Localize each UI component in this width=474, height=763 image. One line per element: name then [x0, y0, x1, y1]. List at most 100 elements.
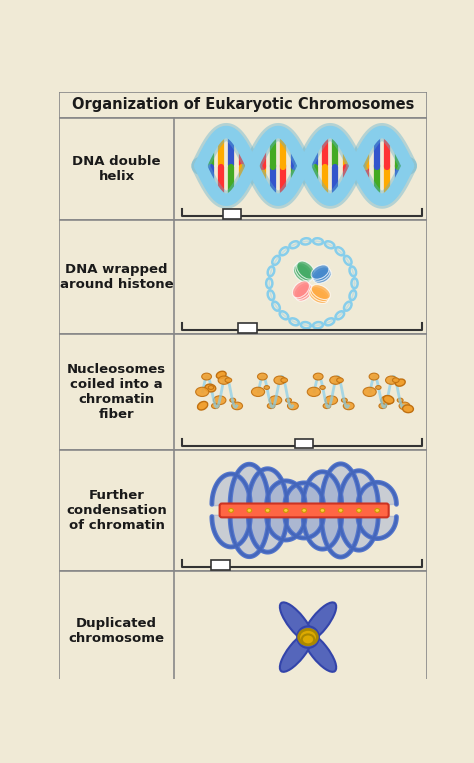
- Polygon shape: [285, 483, 323, 506]
- Ellipse shape: [313, 373, 323, 380]
- Ellipse shape: [330, 376, 342, 385]
- Polygon shape: [340, 471, 378, 506]
- Polygon shape: [358, 515, 396, 539]
- Ellipse shape: [213, 396, 226, 404]
- Ellipse shape: [383, 395, 394, 404]
- Ellipse shape: [311, 285, 330, 300]
- Ellipse shape: [325, 396, 337, 404]
- Ellipse shape: [264, 385, 270, 389]
- Ellipse shape: [267, 404, 275, 408]
- Ellipse shape: [392, 378, 399, 382]
- Ellipse shape: [320, 385, 325, 389]
- Text: Duplicated
chromosome: Duplicated chromosome: [69, 617, 164, 645]
- Ellipse shape: [313, 269, 331, 283]
- Bar: [211, 561, 230, 570]
- FancyBboxPatch shape: [219, 504, 389, 517]
- Ellipse shape: [251, 388, 264, 397]
- Ellipse shape: [286, 398, 292, 402]
- Bar: [59, 449, 427, 571]
- Ellipse shape: [230, 398, 236, 402]
- Bar: [223, 209, 241, 219]
- Text: DNA double
helix: DNA double helix: [73, 155, 161, 183]
- Polygon shape: [340, 515, 378, 550]
- Ellipse shape: [216, 372, 226, 378]
- Ellipse shape: [269, 396, 282, 404]
- Ellipse shape: [283, 508, 288, 513]
- Ellipse shape: [356, 508, 361, 513]
- Ellipse shape: [375, 508, 380, 513]
- Ellipse shape: [280, 631, 313, 672]
- Ellipse shape: [302, 508, 307, 513]
- Polygon shape: [212, 474, 250, 506]
- Polygon shape: [267, 515, 305, 540]
- Ellipse shape: [205, 384, 216, 392]
- Polygon shape: [212, 515, 250, 547]
- Ellipse shape: [307, 388, 320, 397]
- Ellipse shape: [402, 405, 413, 413]
- Polygon shape: [321, 515, 360, 557]
- Ellipse shape: [375, 385, 381, 389]
- Text: Nucleosomes
coiled into a
chromatin
fiber: Nucleosomes coiled into a chromatin fibe…: [67, 363, 166, 421]
- Polygon shape: [321, 464, 360, 506]
- Bar: [238, 324, 257, 333]
- Ellipse shape: [208, 385, 214, 389]
- Ellipse shape: [397, 398, 403, 402]
- Ellipse shape: [274, 376, 286, 385]
- Text: DNA wrapped
around histone: DNA wrapped around histone: [60, 263, 173, 291]
- Ellipse shape: [247, 508, 252, 513]
- Ellipse shape: [297, 626, 319, 648]
- Ellipse shape: [280, 602, 313, 643]
- Ellipse shape: [297, 261, 315, 279]
- Ellipse shape: [211, 404, 219, 408]
- Ellipse shape: [292, 281, 310, 298]
- Text: Organization of Eukaryotic Chromosomes: Organization of Eukaryotic Chromosomes: [72, 97, 414, 112]
- Ellipse shape: [232, 402, 243, 410]
- Bar: [59, 221, 427, 334]
- Ellipse shape: [369, 373, 379, 380]
- Ellipse shape: [196, 388, 209, 397]
- Ellipse shape: [265, 508, 270, 513]
- Ellipse shape: [218, 376, 230, 385]
- Ellipse shape: [341, 398, 347, 402]
- Polygon shape: [230, 464, 269, 506]
- Bar: [295, 439, 313, 448]
- Ellipse shape: [257, 373, 267, 380]
- Ellipse shape: [309, 288, 328, 304]
- Ellipse shape: [302, 634, 314, 645]
- Ellipse shape: [225, 378, 232, 382]
- Bar: [59, 334, 427, 449]
- Polygon shape: [267, 481, 305, 506]
- Text: Further
condensation
of chromatin: Further condensation of chromatin: [66, 489, 167, 532]
- Ellipse shape: [296, 284, 313, 301]
- Ellipse shape: [379, 404, 386, 408]
- Ellipse shape: [302, 602, 336, 643]
- Ellipse shape: [385, 376, 397, 385]
- Ellipse shape: [202, 373, 211, 380]
- Ellipse shape: [381, 396, 393, 404]
- Ellipse shape: [294, 282, 311, 299]
- Ellipse shape: [337, 378, 343, 382]
- Ellipse shape: [343, 402, 354, 410]
- Ellipse shape: [363, 388, 376, 397]
- Bar: [59, 92, 427, 118]
- Polygon shape: [248, 468, 287, 506]
- Ellipse shape: [399, 402, 410, 410]
- Ellipse shape: [229, 508, 233, 513]
- Bar: [59, 118, 427, 221]
- Ellipse shape: [295, 262, 313, 281]
- Ellipse shape: [293, 264, 311, 282]
- Ellipse shape: [320, 508, 325, 513]
- Ellipse shape: [395, 379, 405, 386]
- Ellipse shape: [299, 629, 317, 645]
- Ellipse shape: [311, 265, 329, 279]
- Ellipse shape: [198, 401, 208, 410]
- Ellipse shape: [287, 402, 298, 410]
- Ellipse shape: [281, 378, 288, 382]
- Polygon shape: [303, 515, 342, 549]
- Polygon shape: [230, 515, 269, 557]
- Ellipse shape: [323, 404, 331, 408]
- Polygon shape: [358, 482, 396, 506]
- Ellipse shape: [302, 631, 336, 672]
- Polygon shape: [303, 472, 342, 506]
- Ellipse shape: [310, 287, 329, 301]
